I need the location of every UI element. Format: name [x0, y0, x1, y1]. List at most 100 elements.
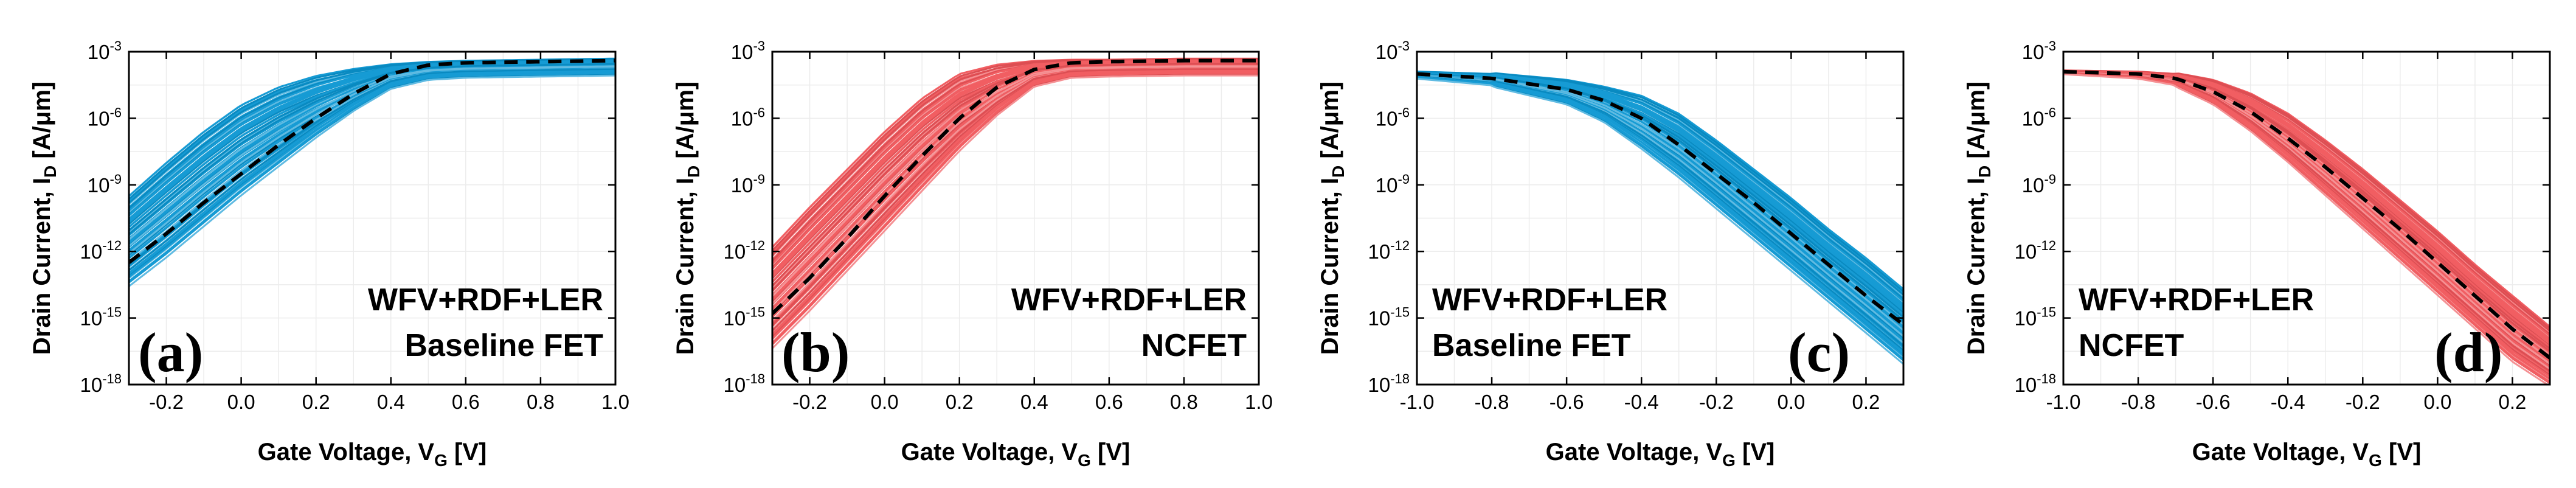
panel-letter: (d)	[2434, 321, 2502, 383]
y-tick-label: 10-15	[1368, 305, 1410, 330]
y-axis-ticks: 10-18 10-15 10-12 10-9 10-6 10-3	[80, 38, 615, 396]
panel-letter: (a)	[138, 321, 203, 383]
x-tick-label: 0.4	[377, 391, 405, 413]
y-tick-label: 10-15	[723, 305, 765, 330]
device-curve	[772, 70, 1259, 340]
panel-letter: (b)	[781, 321, 850, 383]
plot-frame	[2062, 51, 2551, 386]
device-curve	[1417, 77, 1903, 357]
x-tick-label: -0.6	[2196, 391, 2231, 413]
x-tick-label: 0.2	[946, 391, 974, 413]
y-axis-label: Drain Current, ID [A/μm]	[1317, 82, 1348, 355]
annotation-line: WFV+RDF+LER	[2079, 282, 2314, 318]
y-tick-label: 10-12	[2014, 238, 2056, 263]
device-curve	[772, 74, 1259, 349]
annotation-line: NCFET	[1141, 328, 1247, 363]
annotation-line: WFV+RDF+LER	[368, 282, 603, 318]
x-tick-label: -1.0	[2046, 391, 2081, 413]
device-curve	[129, 74, 615, 287]
x-tick-label: 0.0	[227, 391, 255, 413]
annotation-line: NCFET	[2079, 328, 2184, 363]
variation-curves	[2063, 69, 2550, 385]
y-axis-label: Drain Current, ID [A/μm]	[672, 82, 703, 355]
x-tick-label: -0.4	[2271, 391, 2305, 413]
x-tick-label: 0.8	[1170, 391, 1198, 413]
plot-frame	[1416, 51, 1905, 386]
device-curve	[129, 68, 615, 266]
x-tick-label: -0.2	[149, 391, 184, 413]
x-tick-label: 0.6	[1095, 391, 1123, 413]
device-curve	[1417, 75, 1903, 347]
y-tick-label: 10-9	[731, 172, 765, 197]
x-axis-label: Gate Voltage, VG [V]	[1546, 439, 1775, 470]
x-axis-ticks: -1.0 -0.8 -0.6 -0.4 -0.2 0.0 0.2	[2046, 52, 2527, 413]
y-tick-label: 10-6	[88, 105, 122, 130]
x-tick-label: -0.4	[1624, 391, 1659, 413]
x-tick-label: -0.2	[2346, 391, 2380, 413]
x-axis-ticks: -0.2 0.0 0.2 0.4 0.6 0.8 1.0	[149, 52, 629, 413]
panel-a: 10-18 10-15 10-12 10-9 10-6 10-3 -0.2 0.0 0.2 0.4…	[29, 38, 629, 470]
device-curve	[1417, 75, 1903, 337]
device-curve	[1417, 73, 1903, 321]
mean-curve	[1417, 72, 1903, 326]
x-tick-label: -0.6	[1549, 391, 1584, 413]
device-curve	[129, 66, 615, 254]
device-curve	[1417, 71, 1903, 296]
y-tick-label: 10-15	[2014, 305, 2056, 330]
annotation-line: WFV+RDF+LER	[1432, 282, 1667, 318]
device-curve	[2063, 73, 2549, 385]
y-axis-ticks: 10-18 10-15 10-12 10-9 10-6 10-3	[723, 38, 1259, 396]
y-tick-label: 10-6	[2022, 105, 2056, 130]
x-tick-label: 0.0	[1777, 391, 1805, 413]
x-tick-label: 0.2	[2499, 391, 2527, 413]
device-curve	[129, 63, 615, 235]
device-curve	[129, 70, 615, 278]
x-tick-label: 1.0	[1245, 391, 1273, 413]
device-curve	[129, 72, 615, 284]
device-curve	[129, 65, 615, 247]
variation-curves	[129, 57, 615, 287]
device-curve	[772, 72, 1259, 346]
y-tick-label: 10-3	[88, 38, 122, 63]
x-tick-label: 0.8	[527, 391, 555, 413]
annotation-line: WFV+RDF+LER	[1011, 282, 1247, 318]
x-tick-label: 0.0	[2423, 391, 2451, 413]
x-tick-label: 1.0	[601, 391, 629, 413]
y-axis-label: Drain Current, ID [A/μm]	[29, 82, 60, 355]
y-tick-label: 10-18	[1368, 371, 1410, 396]
mean-curve	[772, 58, 1259, 315]
y-tick-label: 10-12	[1368, 238, 1410, 263]
device-curve	[772, 68, 1259, 326]
y-axis-ticks: 10-18 10-15 10-12 10-9 10-6 10-3	[2014, 38, 2550, 396]
y-tick-label: 10-12	[723, 238, 765, 263]
y-tick-label: 10-9	[1376, 172, 1410, 197]
x-tick-label: -0.8	[2121, 391, 2156, 413]
y-tick-label: 10-18	[723, 371, 765, 396]
y-tick-label: 10-3	[2022, 38, 2056, 63]
mean-curve	[129, 58, 615, 264]
device-curve	[1417, 72, 1903, 312]
x-tick-label: -0.2	[792, 391, 827, 413]
x-tick-label: 0.2	[302, 391, 330, 413]
x-axis-label: Gate Voltage, VG [V]	[2192, 439, 2422, 470]
y-tick-label: 10-18	[2014, 371, 2056, 396]
y-tick-label: 10-9	[88, 172, 122, 197]
x-axis-label: Gate Voltage, VG [V]	[901, 439, 1130, 470]
device-curve	[1417, 77, 1903, 365]
x-axis-ticks: -1.0 -0.8 -0.6 -0.4 -0.2 0.0 0.2	[1400, 52, 1880, 413]
x-tick-label: 0.2	[1852, 391, 1880, 413]
panel-b: 10-18 10-15 10-12 10-9 10-6 10-3 -0.2 0.0 0.2 0.4…	[672, 38, 1273, 470]
y-tick-label: 10-18	[80, 371, 122, 396]
x-axis-ticks: -0.2 0.0 0.2 0.4 0.6 0.8 1.0	[792, 52, 1273, 413]
y-axis-ticks: 10-18 10-15 10-12 10-9 10-6 10-3	[1368, 38, 1903, 396]
plot-frame	[128, 51, 617, 386]
panel-letter: (c)	[1788, 321, 1850, 383]
x-tick-label: -0.2	[1699, 391, 1734, 413]
device-curve	[1417, 77, 1903, 361]
x-tick-label: -0.8	[1475, 391, 1509, 413]
device-curve	[772, 66, 1259, 313]
y-tick-label: 10-6	[731, 105, 765, 130]
x-tick-label: 0.6	[452, 391, 480, 413]
